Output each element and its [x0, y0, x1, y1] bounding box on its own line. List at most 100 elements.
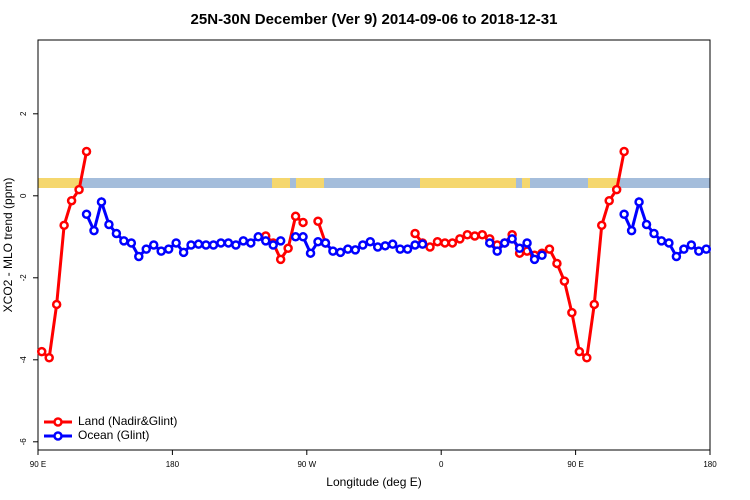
data-point — [66, 195, 77, 206]
y-tick-label: -4 — [19, 356, 28, 364]
data-point — [529, 254, 540, 265]
data-point — [604, 195, 614, 206]
x-tick-label: 90 E — [30, 460, 46, 469]
data-point — [395, 244, 405, 254]
data-point — [253, 232, 264, 242]
data-point — [216, 238, 226, 248]
legend-label: Ocean (Glint) — [78, 428, 149, 442]
data-point — [208, 240, 219, 250]
legend-label: Land (Nadir&Glint) — [78, 414, 177, 428]
data-point — [290, 211, 301, 222]
data-point — [589, 299, 600, 310]
data-point — [619, 209, 629, 219]
data-point — [671, 251, 682, 262]
data-point — [537, 250, 547, 260]
data-point — [290, 232, 301, 242]
y-axis-label: XCO2 - MLO trend (ppm) — [1, 178, 15, 313]
data-point — [447, 238, 458, 248]
data-point — [484, 238, 495, 248]
chart-title: 25N-30N December (Ver 9) 2014-09-06 to 2… — [191, 11, 558, 28]
y-tick-label: -2 — [19, 274, 28, 282]
data-point — [574, 346, 585, 357]
data-point — [626, 225, 637, 236]
data-point — [634, 197, 644, 207]
data-point — [104, 219, 114, 230]
data-point — [81, 209, 92, 219]
data-point — [641, 219, 652, 230]
data-point — [283, 243, 293, 254]
data-point — [223, 238, 234, 248]
data-point — [552, 258, 562, 269]
data-point — [477, 230, 488, 240]
data-point — [686, 240, 697, 250]
data-point — [246, 238, 256, 248]
data-point — [328, 246, 338, 256]
data-point — [701, 244, 712, 254]
data-point — [522, 238, 532, 248]
x-tick-label: 90 E — [567, 460, 583, 469]
data-point — [611, 184, 622, 195]
x-tick-label: 180 — [166, 460, 180, 469]
data-point — [596, 220, 607, 231]
data-point — [567, 307, 577, 318]
data-point — [186, 240, 196, 250]
data-point — [275, 236, 286, 246]
data-point — [514, 243, 525, 254]
data-point — [141, 244, 152, 254]
data-point — [619, 146, 629, 157]
data-point — [313, 216, 323, 226]
data-point — [507, 234, 517, 244]
x-tick-label: 90 W — [297, 460, 316, 469]
data-point — [275, 254, 286, 265]
data-point — [343, 244, 353, 254]
data-point — [163, 244, 174, 254]
legend-marker — [53, 417, 63, 427]
data-point — [231, 240, 241, 250]
data-point — [656, 236, 667, 246]
y-tick-label: 0 — [19, 193, 28, 198]
data-point — [193, 239, 204, 249]
data-point — [51, 299, 62, 310]
data-point — [126, 238, 137, 248]
data-point — [417, 239, 428, 249]
data-point — [81, 146, 92, 157]
data-point — [36, 346, 47, 357]
data-point — [455, 234, 465, 244]
data-point — [365, 236, 376, 247]
data-point — [178, 247, 189, 258]
data-point — [260, 236, 271, 246]
data-point — [335, 247, 346, 258]
data-point — [89, 225, 99, 236]
data-point — [320, 238, 331, 248]
data-point — [350, 245, 361, 255]
legend-marker — [53, 431, 63, 441]
data-point — [156, 246, 166, 256]
x-axis-label: Longitude (deg E) — [326, 475, 421, 489]
data-point — [171, 238, 181, 248]
data-point — [462, 230, 473, 240]
data-point — [44, 353, 54, 363]
data-point — [410, 240, 420, 250]
data-point — [358, 240, 368, 250]
data-point — [238, 236, 249, 246]
data-point — [544, 244, 555, 254]
data-point — [649, 228, 659, 239]
data-point — [96, 197, 107, 207]
data-point — [582, 353, 592, 363]
data-point — [74, 184, 84, 195]
data-point — [559, 276, 570, 286]
y-tick-label: -6 — [19, 438, 28, 446]
data-point — [499, 238, 510, 248]
data-point — [387, 239, 398, 249]
data-point — [148, 240, 159, 250]
data-point — [298, 232, 308, 242]
data-point — [134, 251, 144, 262]
data-point — [402, 244, 413, 254]
data-point — [470, 231, 480, 241]
data-point — [372, 242, 383, 252]
data-point — [679, 244, 689, 254]
data-point — [313, 236, 323, 247]
data-point — [380, 241, 390, 251]
data-point — [440, 238, 450, 248]
